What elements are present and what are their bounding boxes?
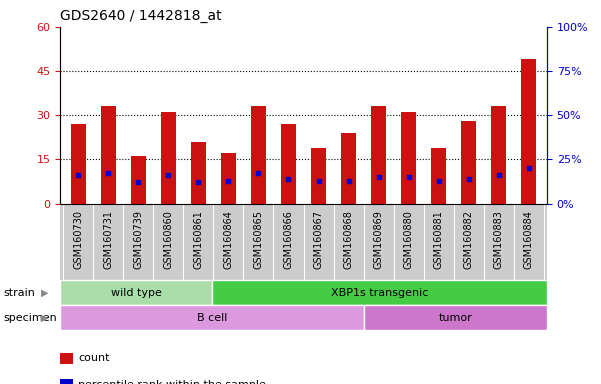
Text: GSM160861: GSM160861 [194, 210, 203, 268]
Bar [371, 106, 386, 204]
Bar [60, 280, 212, 305]
Bar [251, 106, 266, 204]
Bar [212, 280, 547, 305]
Text: strain: strain [3, 288, 35, 298]
Bar [281, 124, 296, 204]
Bar [341, 133, 356, 204]
Text: ▶: ▶ [41, 288, 48, 298]
Text: GSM160731: GSM160731 [103, 210, 113, 269]
Text: tumor: tumor [439, 313, 472, 323]
Text: GDS2640 / 1442818_at: GDS2640 / 1442818_at [60, 9, 222, 23]
Bar [100, 106, 115, 204]
Text: wild type: wild type [111, 288, 162, 298]
Bar [432, 147, 446, 204]
Text: GSM160869: GSM160869 [374, 210, 383, 268]
Text: GSM160881: GSM160881 [434, 210, 444, 268]
Text: specimen: specimen [3, 313, 56, 323]
Text: GSM160860: GSM160860 [163, 210, 173, 268]
Text: B cell: B cell [197, 313, 227, 323]
Text: GSM160864: GSM160864 [224, 210, 233, 268]
Bar [462, 121, 476, 204]
Bar [71, 124, 85, 204]
Text: XBP1s transgenic: XBP1s transgenic [331, 288, 429, 298]
Text: GSM160739: GSM160739 [133, 210, 143, 269]
Bar [401, 112, 416, 204]
Bar [521, 59, 536, 204]
Bar [191, 142, 206, 204]
Bar [221, 154, 236, 204]
Bar [60, 305, 364, 330]
Text: GSM160866: GSM160866 [284, 210, 293, 268]
Bar [311, 147, 326, 204]
Text: GSM160868: GSM160868 [344, 210, 353, 268]
Text: count: count [78, 353, 109, 363]
Text: GSM160867: GSM160867 [314, 210, 323, 269]
Bar [160, 112, 175, 204]
Text: GSM160884: GSM160884 [524, 210, 534, 268]
Bar [491, 106, 506, 204]
Text: percentile rank within the sample: percentile rank within the sample [78, 380, 266, 384]
Bar [364, 305, 547, 330]
Bar [130, 156, 145, 204]
Text: GSM160880: GSM160880 [404, 210, 413, 268]
Text: GSM160730: GSM160730 [73, 210, 83, 269]
Text: GSM160882: GSM160882 [464, 210, 474, 269]
Text: GSM160883: GSM160883 [494, 210, 504, 268]
Text: ▶: ▶ [41, 313, 48, 323]
Text: GSM160865: GSM160865 [254, 210, 263, 269]
